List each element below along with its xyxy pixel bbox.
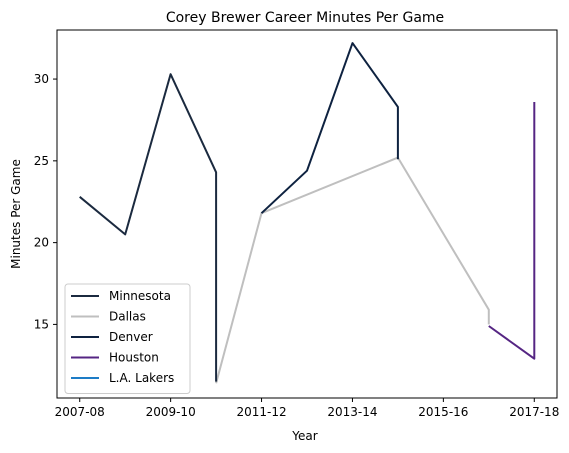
legend-label: Denver <box>109 330 153 344</box>
y-axis-label: Minutes Per Game <box>9 159 23 269</box>
x-tick-label: 2017-18 <box>509 405 559 419</box>
y-tick-label: 30 <box>34 72 49 86</box>
legend: Minnesota Dallas Denver Houston L.A. Lakers <box>64 283 191 394</box>
y-tick-label: 15 <box>34 317 49 331</box>
x-tick-label: 2013-14 <box>327 405 377 419</box>
y-tick-label: 20 <box>34 236 49 250</box>
legend-label: Minnesota <box>109 289 171 303</box>
legend-label: Houston <box>109 351 159 365</box>
series-line-houston <box>488 102 536 360</box>
x-tick-label: 2007-08 <box>55 405 105 419</box>
series-line-dallas <box>215 156 490 384</box>
plot-frame <box>56 29 558 399</box>
x-tick-label: 2011-12 <box>236 405 286 419</box>
legend-label: Dallas <box>109 310 146 324</box>
legend-label: L.A. Lakers <box>109 371 174 385</box>
x-tick-label: 2009-10 <box>146 405 196 419</box>
axes-ticks: 2007-08 2009-10 2011-12 2013-14 2015-16 2017-… <box>34 72 560 419</box>
x-axis-label: Year <box>291 429 317 443</box>
x-tick-label: 2015-16 <box>418 405 468 419</box>
series-line-denver <box>260 42 399 214</box>
legend-box <box>64 283 191 394</box>
series-lines <box>79 42 536 384</box>
y-tick-label: 25 <box>34 154 49 168</box>
series-line-minnesota <box>79 73 218 382</box>
chart-title: Corey Brewer Career Minutes Per Game <box>166 10 444 26</box>
